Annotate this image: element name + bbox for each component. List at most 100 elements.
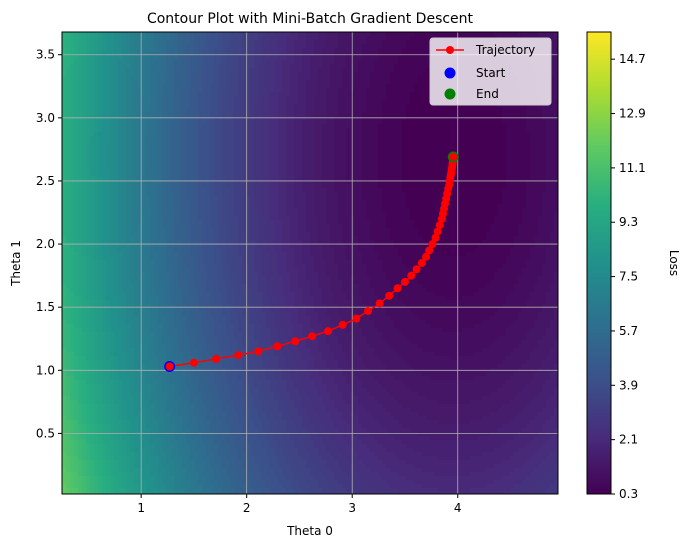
contour-cell (174, 148, 179, 153)
contour-cell (86, 132, 91, 137)
contour-cell (214, 48, 219, 53)
contour-cell (182, 176, 187, 181)
contour-cell (218, 252, 223, 257)
contour-cell (162, 184, 167, 189)
contour-cell (194, 428, 199, 433)
contour-cell (182, 44, 187, 49)
contour-cell (142, 488, 147, 493)
contour-cell (90, 320, 95, 325)
contour-cell (198, 472, 203, 477)
contour-cell (142, 424, 147, 429)
contour-cell (202, 384, 207, 389)
contour-cell (126, 436, 131, 441)
contour-cell (114, 476, 119, 481)
contour-cell (230, 292, 235, 297)
contour-cell (214, 324, 219, 329)
contour-cell (86, 460, 91, 465)
contour-cell (142, 44, 147, 49)
contour-cell (114, 212, 119, 217)
contour-cell (118, 476, 123, 481)
contour-cell (210, 184, 215, 189)
contour-cell (90, 100, 95, 105)
contour-cell (174, 396, 179, 401)
contour-cell (210, 256, 215, 261)
contour-cell (202, 312, 207, 317)
contour-cell (86, 212, 91, 217)
contour-cell (146, 460, 151, 465)
contour-cell (134, 60, 139, 65)
contour-cell (70, 212, 75, 217)
contour-cell (106, 264, 111, 269)
contour-cell (102, 108, 107, 113)
contour-cell (94, 364, 99, 369)
contour-cell (178, 64, 183, 69)
contour-cell (178, 492, 183, 494)
contour-cell (74, 68, 79, 73)
contour-cell (82, 244, 87, 249)
contour-cell (218, 396, 223, 401)
contour-cell (150, 180, 155, 185)
contour-cell (210, 132, 215, 137)
contour-cell (98, 260, 103, 265)
contour-cell (78, 476, 83, 481)
contour-cell (218, 176, 223, 181)
contour-cell (150, 232, 155, 237)
contour-cell (222, 68, 227, 73)
contour-cell (82, 264, 87, 269)
contour-cell (210, 276, 215, 281)
contour-cell (154, 164, 159, 169)
contour-cell (206, 320, 211, 325)
contour-cell (134, 376, 139, 381)
contour-cell (134, 484, 139, 489)
contour-cell (138, 360, 143, 365)
contour-cell (218, 220, 223, 225)
contour-cell (118, 284, 123, 289)
contour-cell (194, 464, 199, 469)
contour-cell (226, 132, 231, 137)
contour-cell (186, 484, 191, 489)
contour-cell (222, 276, 227, 281)
contour-cell (150, 140, 155, 145)
contour-cell (158, 484, 163, 489)
contour-cell (102, 288, 107, 293)
contour-cell (158, 304, 163, 309)
contour-cell (150, 164, 155, 169)
contour-cell (142, 396, 147, 401)
contour-cell (122, 236, 127, 241)
contour-cell (122, 336, 127, 341)
contour-cell (90, 288, 95, 293)
contour-cell (70, 180, 75, 185)
contour-cell (194, 100, 199, 105)
contour-cell (98, 316, 103, 321)
contour-cell (82, 276, 87, 281)
contour-cell (154, 360, 159, 365)
contour-cell (162, 432, 167, 437)
contour-cell (186, 240, 191, 245)
contour-cell (146, 488, 151, 493)
contour-cell (198, 256, 203, 261)
contour-cell (190, 260, 195, 265)
contour-cell (94, 476, 99, 481)
contour-cell (78, 128, 83, 133)
contour-cell (110, 380, 115, 385)
contour-cell (190, 296, 195, 301)
contour-cell (178, 236, 183, 241)
contour-cell (186, 416, 191, 421)
contour-cell (174, 196, 179, 201)
contour-cell (86, 312, 91, 317)
contour-cell (190, 132, 195, 137)
contour-cell (162, 80, 167, 85)
contour-cell (198, 156, 203, 161)
contour-cell (146, 88, 151, 93)
contour-cell (118, 252, 123, 257)
contour-cell (142, 212, 147, 217)
contour-cell (158, 52, 163, 57)
contour-cell (154, 112, 159, 117)
contour-cell (170, 156, 175, 161)
contour-cell (194, 328, 199, 333)
contour-cell (190, 56, 195, 61)
contour-cell (154, 212, 159, 217)
contour-cell (130, 260, 135, 265)
contour-cell (154, 376, 159, 381)
